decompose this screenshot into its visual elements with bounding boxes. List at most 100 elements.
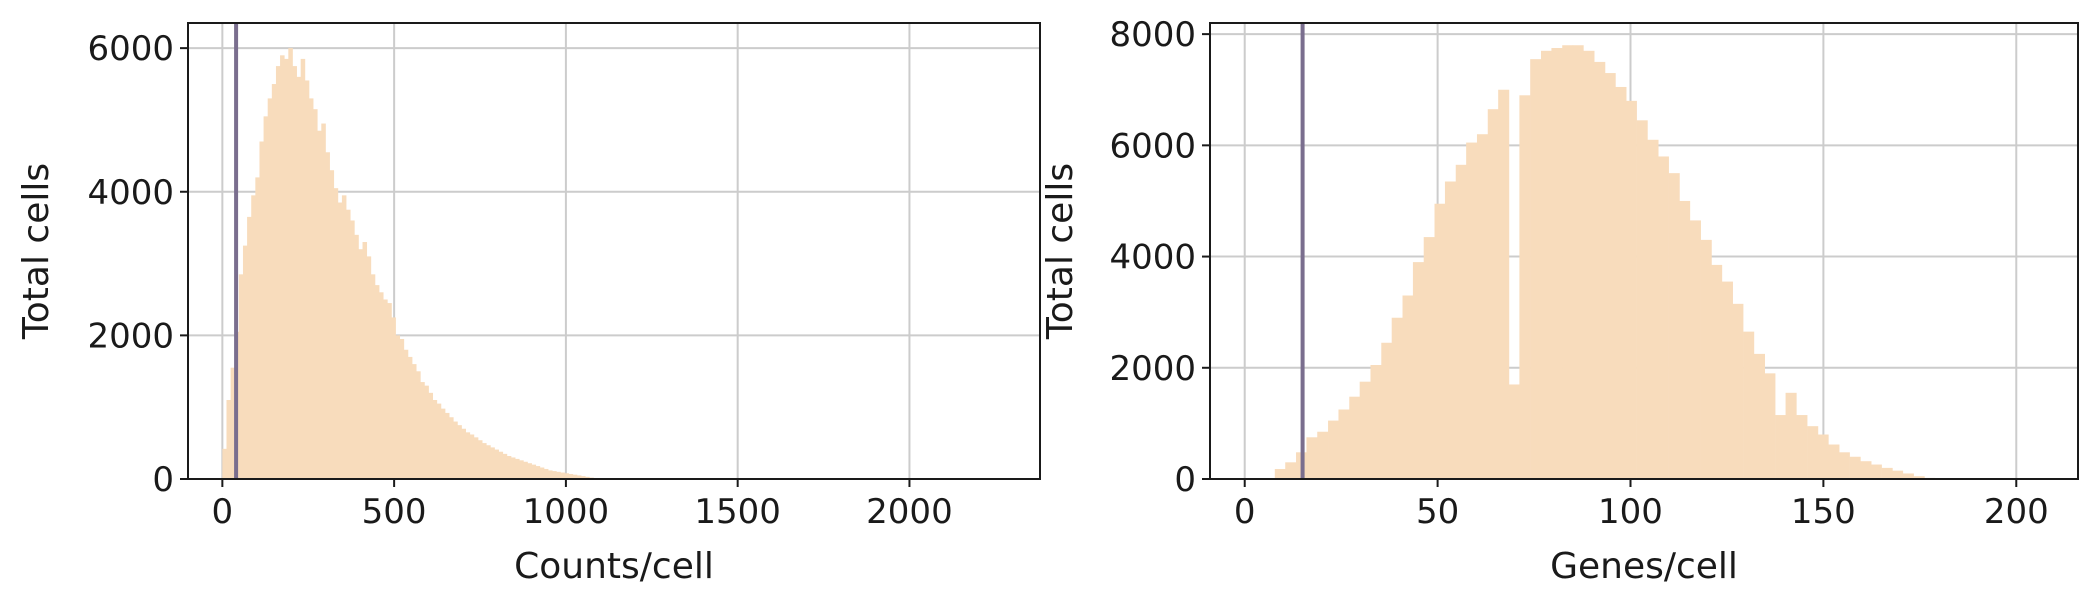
histogram-bar: [1679, 200, 1691, 479]
histogram-bar: [428, 392, 434, 479]
histogram-bar: [395, 335, 401, 479]
histogram-bar: [1657, 156, 1669, 479]
histogram-bar: [308, 98, 314, 479]
histogram-bar: [346, 209, 351, 479]
histogram-bar: [1913, 476, 1925, 479]
histogram-bar: [1455, 164, 1467, 479]
histogram-bar: [420, 382, 425, 479]
histogram-bar: [572, 474, 578, 479]
histogram-bar: [1764, 373, 1776, 479]
histogram-bar: [556, 471, 561, 479]
histogram-bar: [461, 428, 466, 479]
histogram-bar: [1530, 59, 1542, 480]
histogram-bar: [436, 403, 442, 479]
histogram-bar: [1328, 420, 1340, 479]
histogram-bar: [267, 98, 273, 479]
histogram-bar: [560, 472, 565, 479]
histogram-bar: [1519, 95, 1531, 479]
histogram-bar: [1498, 89, 1510, 480]
histogram-bar: [1412, 262, 1424, 479]
histogram-bar: [383, 299, 388, 479]
histogram-bar: [1306, 437, 1318, 479]
y-tick-label: 4000: [1109, 238, 1196, 278]
histogram-bar: [1338, 409, 1350, 479]
histogram-bar: [238, 274, 244, 479]
y-tick-label: 2000: [1109, 349, 1196, 389]
histogram-bar: [523, 461, 528, 479]
histogram-bar: [1604, 73, 1616, 480]
histogram-bar: [407, 356, 413, 479]
x-axis-label: Counts/cell: [514, 546, 714, 587]
histogram-bar: [576, 475, 582, 479]
histogram-bar: [321, 123, 326, 479]
histogram-bar: [539, 467, 545, 479]
histogram-bar: [535, 466, 541, 479]
histogram-bar: [1476, 134, 1489, 479]
histogram-bar: [350, 220, 355, 479]
histogram-bar: [271, 84, 277, 479]
histogram-bar: [1274, 468, 1286, 479]
y-tick-label: 6000: [87, 29, 174, 69]
histogram-bar: [1796, 415, 1808, 479]
histogram-bar: [304, 80, 310, 479]
histogram-bar: [337, 202, 343, 479]
histogram-bar: [1423, 237, 1435, 479]
histogram-bar: [440, 408, 446, 479]
x-tick-label: 50: [1416, 492, 1459, 532]
histogram-bar: [1870, 464, 1882, 479]
histogram-bar: [1551, 48, 1563, 480]
histogram-bar: [1562, 45, 1574, 480]
histogram-bar: [403, 349, 409, 479]
histogram-bar: [473, 437, 479, 479]
histogram-bar: [1466, 142, 1478, 479]
x-tick-label: 2000: [866, 492, 953, 532]
y-tick-label: 8000: [1109, 15, 1196, 55]
histogram-bar: [585, 476, 590, 479]
histogram-bar: [1349, 396, 1361, 479]
histogram-bar: [1785, 392, 1797, 479]
histogram-bar: [581, 476, 586, 479]
histogram-bar: [1370, 365, 1382, 479]
histogram-bar: [568, 473, 574, 479]
histogram-bar: [1881, 467, 1893, 479]
y-tick-label: 4000: [87, 173, 174, 213]
histogram-bar: [300, 58, 306, 479]
histogram-bar: [1285, 462, 1297, 479]
histogram-bar: [490, 447, 495, 479]
histogram-bar: [259, 141, 264, 479]
histogram-bar: [1317, 431, 1329, 479]
histogram-bar: [1838, 452, 1850, 479]
histogram-bar: [333, 188, 339, 480]
histogram-bar: [1892, 470, 1904, 479]
x-tick-label: 200: [1984, 492, 2049, 532]
histogram-bar: [1860, 461, 1872, 479]
y-axis-label: Total cells: [1040, 163, 1081, 340]
histogram-bar: [1753, 353, 1765, 479]
histogram-bar: [280, 55, 285, 479]
x-tick-label: 0: [1234, 492, 1256, 532]
histogram-bar: [1636, 120, 1648, 479]
histogram-bar: [222, 448, 227, 479]
x-tick-label: 100: [1598, 492, 1663, 532]
histogram-bar: [1572, 45, 1584, 480]
histogram-bar: [506, 456, 512, 479]
histogram-bar: [379, 292, 384, 479]
histogram-bar: [564, 473, 570, 479]
histogram-bar: [1828, 444, 1840, 479]
histogram-bar: [1434, 203, 1446, 480]
histogram-bar: [329, 170, 335, 480]
histogram-bar: [251, 195, 256, 480]
histogram-bar: [411, 364, 417, 479]
histogram-bar: [515, 458, 520, 479]
histogram-bar: [465, 432, 471, 479]
histogram-bar: [1700, 239, 1712, 479]
histogram-bar: [1775, 415, 1787, 479]
x-tick-label: 0: [212, 492, 234, 532]
histogram-bar: [1625, 100, 1637, 479]
histogram-bar: [519, 460, 524, 479]
y-tick-label: 6000: [1109, 126, 1196, 166]
histogram-bar: [1583, 50, 1595, 480]
histogram-bar: [1594, 61, 1606, 480]
